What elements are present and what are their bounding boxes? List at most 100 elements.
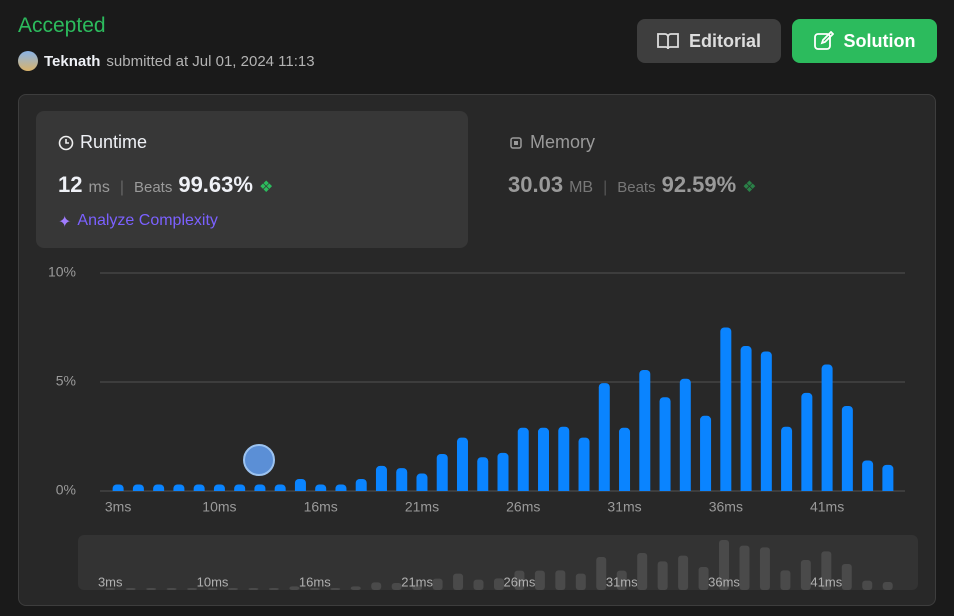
- bar: [578, 437, 590, 491]
- minimap-bar: [473, 579, 484, 590]
- bar: [355, 479, 367, 491]
- bar: [740, 346, 752, 491]
- minimap-label: 26ms: [504, 574, 536, 589]
- chip-icon: [510, 136, 522, 149]
- minimap-bar: [227, 588, 238, 590]
- bar: [173, 484, 185, 491]
- x-tick-label: 3ms: [105, 499, 131, 515]
- minimap-bar: [125, 588, 136, 590]
- bar: [274, 484, 286, 491]
- avatar: [18, 51, 38, 71]
- clock-icon: [58, 135, 74, 150]
- minimap-bar: [330, 588, 341, 590]
- bar: [234, 484, 246, 491]
- minimap-bar: [391, 583, 402, 590]
- minimap-bar: [637, 553, 648, 590]
- memory-value: 30.03: [508, 172, 564, 197]
- runtime-unit: ms: [88, 179, 110, 196]
- button-label: Editorial: [688, 30, 761, 51]
- minimap-bar: [289, 586, 300, 590]
- minimap-bar: [739, 545, 750, 590]
- y-tick-label: 0%: [56, 482, 76, 498]
- minimap-bar: [719, 540, 730, 590]
- minimap-bar: [146, 588, 157, 590]
- minimap-bar: [187, 588, 198, 590]
- minimap-label: 16ms: [299, 574, 331, 589]
- minimap-bar: [105, 588, 116, 590]
- runtime-stats: 12 ms | Beats 99.63% ❖: [58, 172, 274, 197]
- bar: [700, 415, 712, 491]
- bar: [193, 484, 205, 491]
- bar: [213, 484, 225, 491]
- bar: [517, 427, 529, 491]
- minimap-bar: [493, 578, 504, 590]
- bar: [801, 392, 813, 491]
- sparkle-icon: ✦: [58, 214, 72, 231]
- minimap-bar: [248, 588, 259, 590]
- label: Memory: [530, 132, 596, 152]
- bar: [639, 370, 651, 491]
- minimap-bar: [412, 584, 423, 590]
- bar: [456, 437, 468, 491]
- minimap-bar: [371, 582, 382, 590]
- beats-label: Beats: [617, 179, 656, 196]
- submission-info: Teknath submitted at Jul 01, 2024 11:13: [18, 51, 315, 71]
- user-name[interactable]: Teknath: [44, 52, 101, 70]
- bar: [254, 484, 266, 491]
- minimap-bar: [800, 560, 811, 590]
- bar: [153, 484, 165, 491]
- bar: [841, 405, 853, 491]
- runtime-card[interactable]: [36, 111, 468, 248]
- bar: [396, 468, 408, 491]
- clap-icon: ❖: [742, 179, 757, 196]
- minimap-bar: [657, 561, 668, 590]
- editorial-button[interactable]: Editorial: [637, 19, 781, 63]
- bar: [558, 426, 570, 491]
- beats-value: 99.63%: [178, 172, 253, 197]
- bar: [538, 427, 550, 491]
- x-tick-label: 10ms: [202, 499, 236, 515]
- minimap-bar: [780, 570, 791, 590]
- memory-label[interactable]: Memory: [508, 132, 595, 153]
- minimap-bar: [862, 580, 873, 590]
- minimap-bar: [821, 551, 832, 590]
- x-tick-label: 21ms: [405, 499, 439, 515]
- bar: [112, 484, 124, 491]
- minimap-bar: [882, 582, 893, 590]
- bar: [375, 465, 387, 491]
- bar: [862, 460, 874, 491]
- minimap-bar: [207, 588, 218, 590]
- x-tick-label: 26ms: [506, 499, 540, 515]
- submitted-at: submitted at Jul 01, 2024 11:13: [106, 52, 315, 70]
- x-tick-label: 16ms: [304, 499, 338, 515]
- memory-stats: 30.03 MB | Beats 92.59% ❖: [508, 172, 757, 197]
- runtime-label: Runtime: [58, 132, 147, 153]
- minimap-bar: [350, 586, 361, 590]
- runtime-value: 12: [58, 172, 83, 197]
- analyze-label: Analyze Complexity: [77, 212, 218, 229]
- beats-label: Beats: [133, 179, 173, 196]
- bar: [821, 364, 833, 491]
- bar: [720, 327, 732, 491]
- user-avatar-marker[interactable]: [243, 444, 275, 476]
- bar: [497, 452, 509, 491]
- label: Runtime: [80, 132, 148, 152]
- memory-unit: MB: [569, 179, 594, 196]
- bar: [760, 351, 772, 491]
- button-label: Solution: [843, 30, 916, 51]
- x-tick-label: 31ms: [607, 499, 641, 515]
- minimap-bar: [616, 570, 627, 590]
- book-icon: [657, 33, 679, 50]
- bar: [132, 484, 144, 491]
- beats-value: 92.59%: [661, 172, 737, 197]
- clap-icon: ❖: [258, 179, 274, 196]
- minimap-label: 21ms: [401, 574, 433, 589]
- solution-button[interactable]: Solution: [792, 19, 937, 63]
- minimap-label: 31ms: [606, 574, 638, 589]
- analyze-link[interactable]: ✦ Analyze Complexity: [58, 212, 218, 232]
- status: Accepted: [18, 14, 106, 37]
- bar: [294, 479, 306, 491]
- bar: [882, 464, 894, 491]
- minimap-bar: [555, 570, 566, 590]
